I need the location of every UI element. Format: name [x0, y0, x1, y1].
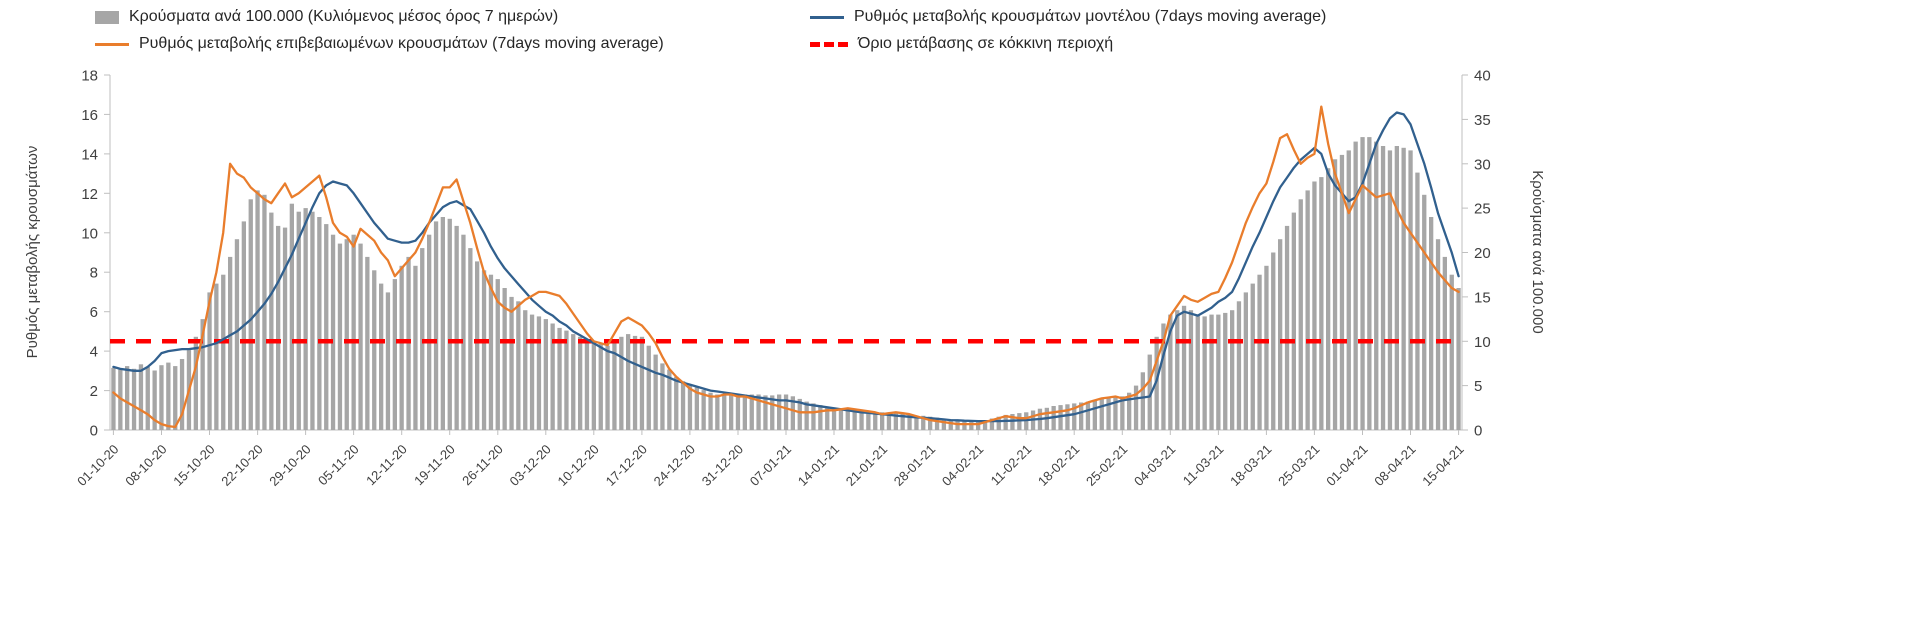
svg-text:18-02-21: 18-02-21	[1035, 442, 1082, 489]
legend-item-threshold: Όριο μετάβασης σε κόκκινη περιοχή	[810, 35, 1326, 53]
svg-text:20: 20	[1474, 245, 1491, 262]
svg-text:08-10-20: 08-10-20	[122, 442, 169, 489]
legend-item-confirmed-line: Ρυθμός μεταβολής επιβεβαιωμένων κρουσμάτ…	[95, 35, 810, 53]
svg-text:40: 40	[1474, 68, 1491, 85]
svg-text:03-12-20: 03-12-20	[507, 442, 554, 489]
svg-text:08-04-21: 08-04-21	[1371, 442, 1418, 489]
svg-text:07-01-21: 07-01-21	[747, 442, 794, 489]
svg-text:11-02-21: 11-02-21	[988, 442, 1035, 489]
svg-text:14: 14	[81, 146, 98, 163]
right-axis-title: Κρούσματα ανά 100.000	[1529, 170, 1546, 334]
red-dash-swatch-icon	[810, 41, 848, 47]
legend-label-model-line: Ρυθμός μεταβολής κρουσμάτων μοντέλου (7d…	[854, 8, 1327, 25]
svg-text:11-03-21: 11-03-21	[1180, 442, 1227, 489]
svg-text:15-10-20: 15-10-20	[170, 442, 217, 489]
svg-text:12-11-20: 12-11-20	[363, 442, 410, 489]
legend-item-model-line: Ρυθμός μεταβολής κρουσμάτων μοντέλου (7d…	[810, 8, 1326, 26]
model-line	[112, 111, 1460, 423]
svg-text:30: 30	[1474, 156, 1491, 173]
svg-text:17-12-20: 17-12-20	[603, 442, 650, 489]
blue-line-swatch-icon	[810, 15, 844, 19]
svg-text:05-11-20: 05-11-20	[315, 442, 362, 489]
svg-text:6: 6	[90, 304, 98, 321]
svg-text:8: 8	[90, 265, 98, 282]
svg-text:29-10-20: 29-10-20	[266, 442, 313, 489]
svg-text:35: 35	[1474, 112, 1491, 129]
svg-text:2: 2	[90, 383, 98, 400]
svg-text:24-12-20: 24-12-20	[651, 442, 698, 489]
svg-text:25-03-21: 25-03-21	[1275, 442, 1322, 489]
x-axis-labels: 01-10-20 08-10-20 15-10-20 22-10-20 29-10-20…	[74, 430, 1467, 489]
svg-text:19-11-20: 19-11-20	[411, 442, 458, 489]
svg-text:15: 15	[1474, 289, 1491, 306]
left-axis-title: Ρυθμός μεταβολής κρουσμάτων	[24, 145, 41, 359]
svg-text:18-03-21: 18-03-21	[1227, 442, 1274, 489]
svg-text:04-03-21: 04-03-21	[1131, 442, 1178, 489]
svg-text:12: 12	[81, 186, 98, 203]
legend: Κρούσματα ανά 100.000 (Κυλιόμενος μέσος …	[95, 8, 1326, 53]
svg-text:16: 16	[81, 107, 98, 124]
svg-text:01-04-21: 01-04-21	[1323, 442, 1370, 489]
legend-label-threshold: Όριο μετάβασης σε κόκκινη περιοχή	[858, 35, 1114, 52]
svg-text:14-01-21: 14-01-21	[795, 442, 842, 489]
axes: 0 2 4 6 8 10 12 14 16 18 0 5 10 15 20 25 30 35 40	[81, 68, 1490, 440]
svg-text:28-01-21: 28-01-21	[891, 442, 938, 489]
svg-text:31-12-20: 31-12-20	[699, 442, 746, 489]
svg-text:15-04-21: 15-04-21	[1419, 442, 1466, 489]
svg-text:22-10-20: 22-10-20	[218, 442, 265, 489]
svg-text:01-10-20: 01-10-20	[74, 442, 121, 489]
confirmed-line	[112, 105, 1460, 429]
svg-text:0: 0	[1474, 423, 1482, 440]
svg-text:5: 5	[1474, 378, 1482, 395]
svg-text:18: 18	[81, 68, 98, 85]
orange-line-swatch-icon	[95, 42, 129, 46]
svg-text:26-11-20: 26-11-20	[459, 442, 506, 489]
svg-text:4: 4	[90, 344, 98, 361]
svg-text:04-02-21: 04-02-21	[939, 442, 986, 489]
svg-text:25: 25	[1474, 201, 1491, 218]
svg-text:10-12-20: 10-12-20	[555, 442, 602, 489]
svg-text:10: 10	[1474, 334, 1491, 351]
svg-text:0: 0	[90, 423, 98, 440]
svg-text:10: 10	[81, 225, 98, 242]
svg-text:25-02-21: 25-02-21	[1083, 442, 1130, 489]
legend-item-cases-bars: Κρούσματα ανά 100.000 (Κυλιόμενος μέσος …	[95, 8, 810, 26]
legend-label-cases-bars: Κρούσματα ανά 100.000 (Κυλιόμενος μέσος …	[129, 8, 559, 25]
bar-swatch-icon	[95, 10, 119, 24]
svg-text:21-01-21: 21-01-21	[843, 442, 890, 489]
legend-label-confirmed-line: Ρυθμός μεταβολής επιβεβαιωμένων κρουσμάτ…	[139, 35, 664, 52]
